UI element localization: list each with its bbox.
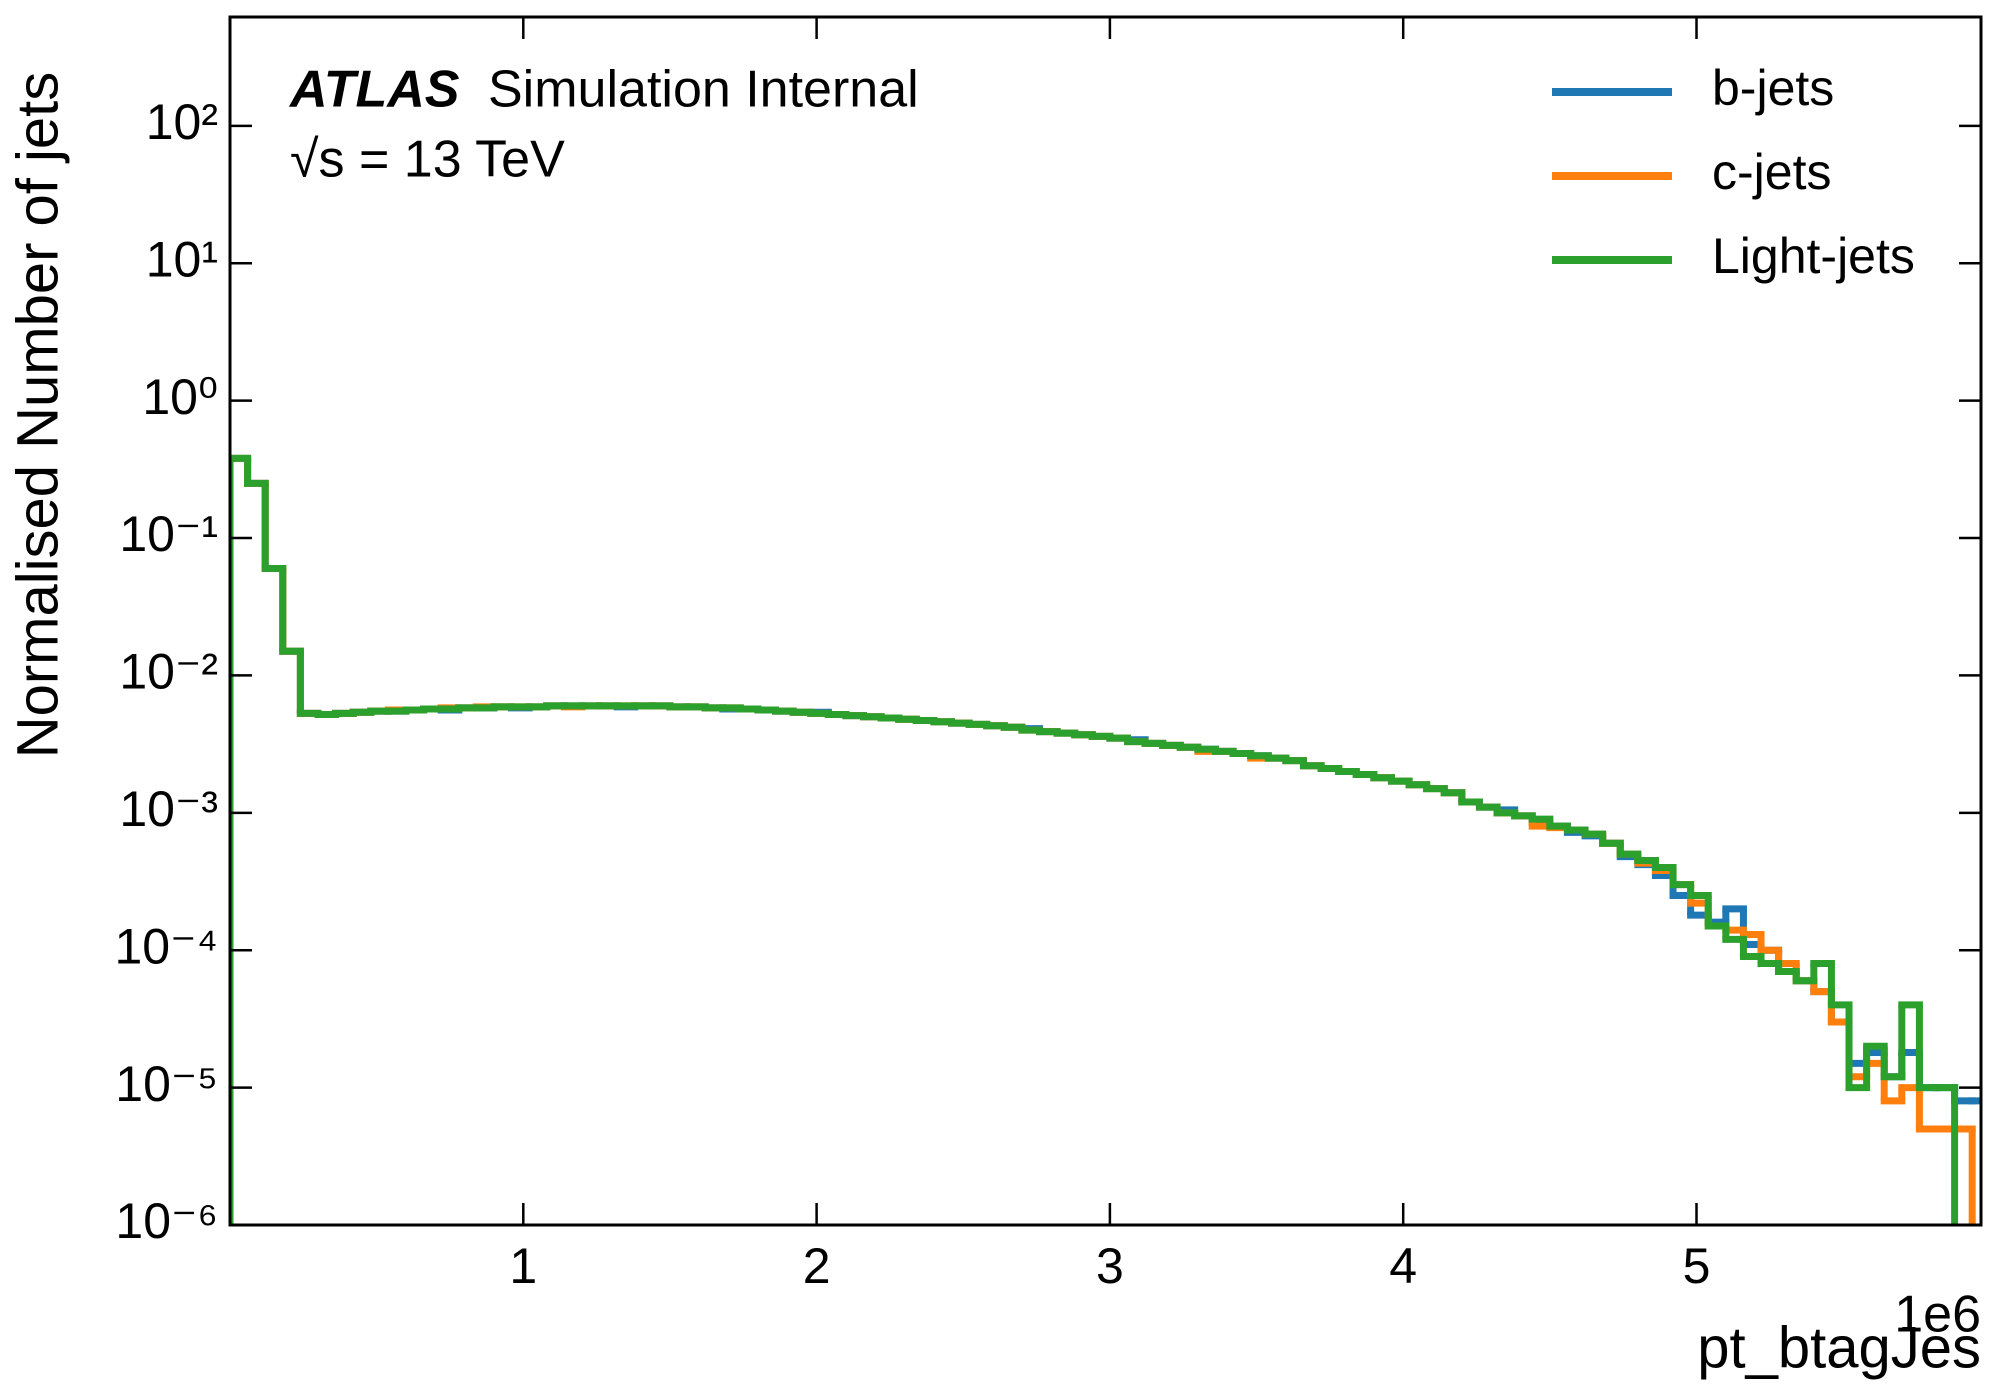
- x-tick-label: 5: [1683, 1238, 1711, 1294]
- y-tick-label: 10⁻¹: [119, 506, 218, 562]
- plot-area: [230, 454, 1981, 1225]
- y-tick-label: 10⁻⁶: [115, 1193, 218, 1249]
- legend-label: b-jets: [1712, 60, 1834, 116]
- x-tick-label: 2: [803, 1238, 831, 1294]
- y-tick-label: 10⁻⁵: [115, 1056, 218, 1112]
- x-tick-label: 3: [1096, 1238, 1124, 1294]
- y-tick-label: 10⁻³: [119, 781, 218, 837]
- legend-label: Light-jets: [1712, 228, 1915, 284]
- atlas-sublabel: Simulation Internal: [488, 61, 919, 119]
- y-tick-label: 10⁻²: [119, 644, 218, 700]
- y-tick-label: 10⁻⁴: [115, 918, 219, 974]
- atlas-label: ATLAS: [288, 61, 460, 119]
- legend-label: c-jets: [1712, 144, 1831, 200]
- x-offset-label: 1e6: [1894, 1286, 1981, 1344]
- x-axis-label: pt_btagJes: [1697, 1315, 1981, 1380]
- y-axis-label: Normalised Number of jets: [5, 72, 70, 759]
- energy-label: √s = 13 TeV: [290, 131, 565, 189]
- x-tick-label: 1: [509, 1238, 537, 1294]
- y-tick-label: 10²: [146, 94, 218, 150]
- x-tick-label: 4: [1389, 1238, 1417, 1294]
- y-tick-label: 10¹: [146, 231, 218, 287]
- y-tick-label: 10⁰: [142, 369, 218, 425]
- axes-frame: [228, 15, 1983, 1227]
